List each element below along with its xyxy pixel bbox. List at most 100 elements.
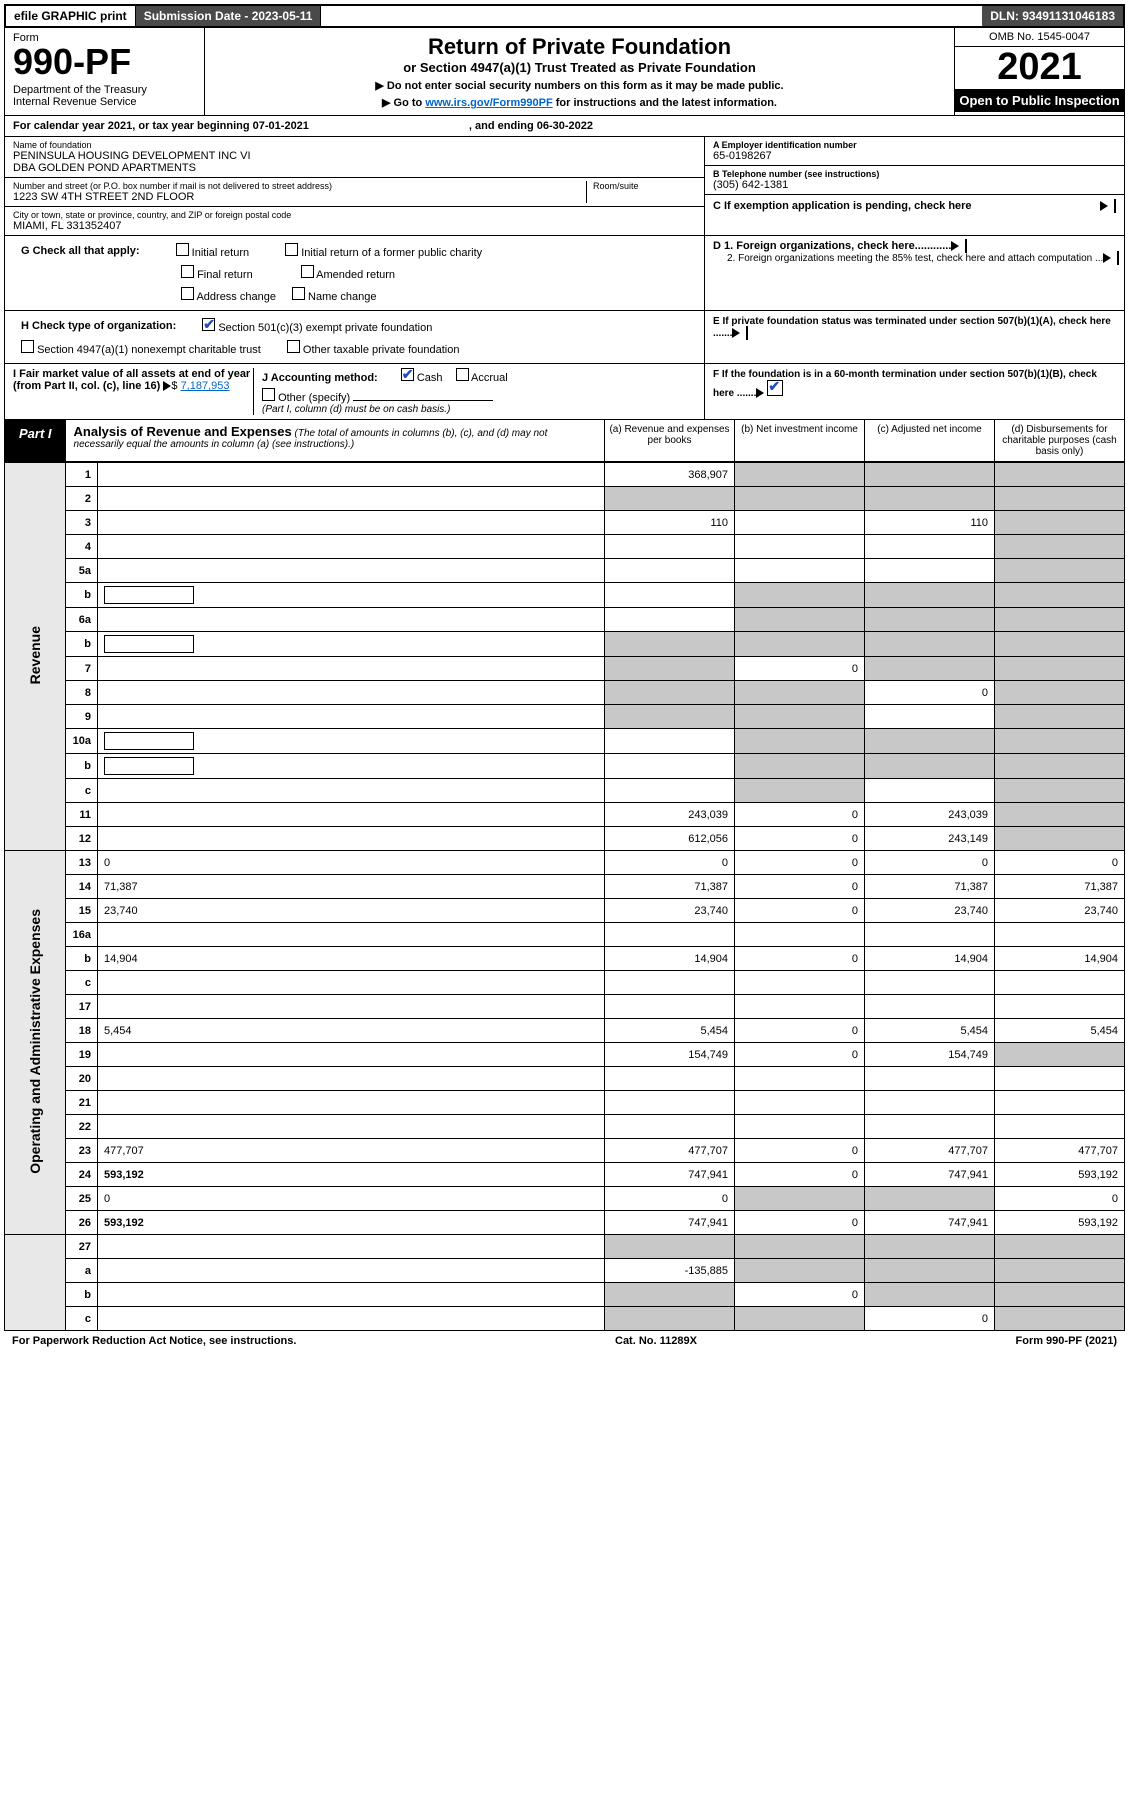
d2-checkbox[interactable] — [1117, 251, 1119, 265]
g-address-checkbox[interactable] — [181, 287, 194, 300]
note2-pre: ▶ Go to — [382, 97, 425, 109]
cell-d: 5,454 — [995, 1019, 1125, 1043]
efile-label[interactable]: efile GRAPHIC print — [6, 6, 136, 26]
cell-a: 23,740 — [605, 899, 735, 923]
cell-b — [735, 632, 865, 657]
row-desc — [98, 657, 605, 681]
i-value[interactable]: 7,187,953 — [181, 380, 230, 392]
g-final-checkbox[interactable] — [181, 265, 194, 278]
cell-c — [865, 632, 995, 657]
cell-d — [995, 583, 1125, 608]
inline-input[interactable] — [104, 732, 194, 750]
table-row: 1471,38771,387071,38771,387 — [5, 875, 1125, 899]
inline-input[interactable] — [104, 586, 194, 604]
row-number: 20 — [66, 1067, 98, 1091]
cell-a — [605, 1067, 735, 1091]
cell-b: 0 — [735, 1211, 865, 1235]
irs-link[interactable]: www.irs.gov/Form990PF — [425, 97, 552, 109]
cell-b — [735, 971, 865, 995]
j-other-checkbox[interactable] — [262, 388, 275, 401]
g-amended-checkbox[interactable] — [301, 265, 314, 278]
top-bar: efile GRAPHIC print Submission Date - 20… — [4, 4, 1125, 28]
cell-d — [995, 729, 1125, 754]
cell-d — [995, 1067, 1125, 1091]
arrow-icon — [1100, 201, 1108, 211]
cell-d — [995, 681, 1125, 705]
g-initial-former-checkbox[interactable] — [285, 243, 298, 256]
cell-b — [735, 559, 865, 583]
cell-c — [865, 779, 995, 803]
table-row: Revenue1368,907 — [5, 463, 1125, 487]
part1-title: Analysis of Revenue and Expenses — [74, 424, 292, 439]
row-number: 18 — [66, 1019, 98, 1043]
table-row: 12612,0560243,149 — [5, 827, 1125, 851]
cell-b — [735, 1091, 865, 1115]
table-row: b — [5, 583, 1125, 608]
cell-b — [735, 995, 865, 1019]
row-desc — [98, 463, 605, 487]
table-row: b0 — [5, 1283, 1125, 1307]
row-number: 16a — [66, 923, 98, 947]
cell-a — [605, 923, 735, 947]
j-cash-checkbox[interactable] — [401, 368, 414, 381]
h1-checkbox[interactable] — [202, 318, 215, 331]
cell-c — [865, 1115, 995, 1139]
table-row: Operating and Administrative Expenses130… — [5, 851, 1125, 875]
row-desc — [98, 487, 605, 511]
cell-c: 14,904 — [865, 947, 995, 971]
row-desc — [98, 632, 605, 657]
addr-label: Number and street (or P.O. box number if… — [13, 181, 586, 191]
table-row: b — [5, 632, 1125, 657]
row-number: 25 — [66, 1187, 98, 1211]
row-number: 22 — [66, 1115, 98, 1139]
col-d-header: (d) Disbursements for charitable purpose… — [994, 420, 1124, 461]
col-c-header: (c) Adjusted net income — [864, 420, 994, 461]
cell-d — [995, 559, 1125, 583]
cell-c: 747,941 — [865, 1163, 995, 1187]
cell-c: 110 — [865, 511, 995, 535]
g-initial-checkbox[interactable] — [176, 243, 189, 256]
d1-checkbox[interactable] — [965, 239, 967, 253]
h2-checkbox[interactable] — [21, 340, 34, 353]
cell-c — [865, 487, 995, 511]
c-checkbox[interactable] — [1114, 199, 1116, 213]
table-row: 26593,192747,9410747,941593,192 — [5, 1211, 1125, 1235]
f-checkbox[interactable] — [767, 380, 783, 396]
cell-c: 5,454 — [865, 1019, 995, 1043]
table-row: a-135,885 — [5, 1259, 1125, 1283]
cell-a: 477,707 — [605, 1139, 735, 1163]
table-row: c — [5, 779, 1125, 803]
table-row: 23477,707477,7070477,707477,707 — [5, 1139, 1125, 1163]
foundation-name: PENINSULA HOUSING DEVELOPMENT INC VI DBA… — [13, 150, 696, 174]
cell-a — [605, 729, 735, 754]
h3-checkbox[interactable] — [287, 340, 300, 353]
cell-b — [735, 1235, 865, 1259]
cell-c — [865, 971, 995, 995]
row-desc — [98, 729, 605, 754]
open-public: Open to Public Inspection — [955, 89, 1124, 112]
cell-c: 154,749 — [865, 1043, 995, 1067]
row-desc — [98, 1043, 605, 1067]
cell-c: 0 — [865, 1307, 995, 1331]
cell-a: -135,885 — [605, 1259, 735, 1283]
tel-label: B Telephone number (see instructions) — [713, 169, 1116, 179]
cell-a: 14,904 — [605, 947, 735, 971]
row-number: 2 — [66, 487, 98, 511]
c-label: C If exemption application is pending, c… — [713, 200, 972, 212]
row-desc — [98, 681, 605, 705]
g-initial-former: Initial return of a former public charit… — [301, 247, 482, 259]
e-checkbox[interactable] — [746, 326, 748, 340]
row-desc — [98, 754, 605, 779]
arrow-icon — [756, 388, 764, 398]
row-desc — [98, 803, 605, 827]
table-row: 17 — [5, 995, 1125, 1019]
j-accrual-checkbox[interactable] — [456, 368, 469, 381]
h1-label: Section 501(c)(3) exempt private foundat… — [218, 322, 432, 334]
cell-c — [865, 535, 995, 559]
inline-input[interactable] — [104, 635, 194, 653]
g-name-checkbox[interactable] — [292, 287, 305, 300]
table-row: b — [5, 754, 1125, 779]
inline-input[interactable] — [104, 757, 194, 775]
cell-a: 0 — [605, 1187, 735, 1211]
cell-a: 110 — [605, 511, 735, 535]
